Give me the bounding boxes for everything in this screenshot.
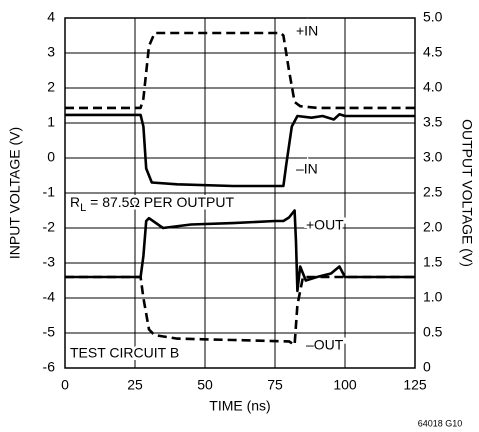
series-line [65,209,415,293]
annotation-part: L [80,202,86,214]
y-tick-label: -1 [43,184,56,200]
y2-tick-label: 3.0 [423,149,443,165]
y2-tick-label: 0 [423,359,431,375]
annotation: TEST CIRCUIT B [70,345,179,361]
y-tick-label: -3 [43,254,56,270]
x-tick-label: 75 [267,377,283,393]
y-tick-label: -6 [43,359,56,375]
y2-tick-label: 1.5 [423,254,443,270]
series-label: –OUT [306,337,344,353]
annotation: 64018 G10 [418,418,463,428]
y2-tick-label: 1.0 [423,289,443,305]
y-tick-label: -2 [43,219,56,235]
y2-tick-label: 3.5 [423,114,443,130]
x-tick-label: 100 [333,377,357,393]
y2-tick-label: 4.0 [423,79,443,95]
y-tick-label: 2 [47,79,55,95]
plot-frame [64,17,416,369]
series-line [65,31,415,110]
annotation-part: R [70,194,80,210]
annotation: RL = 87.5Ω PER OUTPUT [70,194,234,214]
y2-tick-label: 2.0 [423,219,443,235]
series-line [65,113,415,188]
y-axis-label: INPUT VOLTAGE (V) [7,127,23,259]
x-axis-label: TIME (ns) [209,398,270,414]
y2-tick-label: 2.5 [423,184,443,200]
x-tick-label: 125 [403,377,427,393]
x-tick-label: 25 [127,377,143,393]
y-tick-label: -5 [43,324,56,340]
series-line [65,275,415,347]
y-tick-label: 3 [47,44,55,60]
annotation-part: = 87.5Ω PER OUTPUT [86,194,234,210]
series-label: +OUT [306,217,344,233]
x-tick-label: 0 [61,377,69,393]
y2-tick-label: 4.5 [423,44,443,60]
y2-tick-label: 0.5 [423,324,443,340]
y2-axis-label: OUTPUT VOLTAGE (V) [459,119,475,267]
y-tick-label: 0 [47,149,55,165]
y-tick-label: -4 [43,289,56,305]
series-label: +IN [296,23,318,39]
y-tick-label: 4 [47,9,55,25]
x-tick-label: 50 [197,377,213,393]
y-tick-label: 1 [47,114,55,130]
y2-tick-label: 5.0 [423,9,443,25]
series-label: –IN [296,161,318,177]
